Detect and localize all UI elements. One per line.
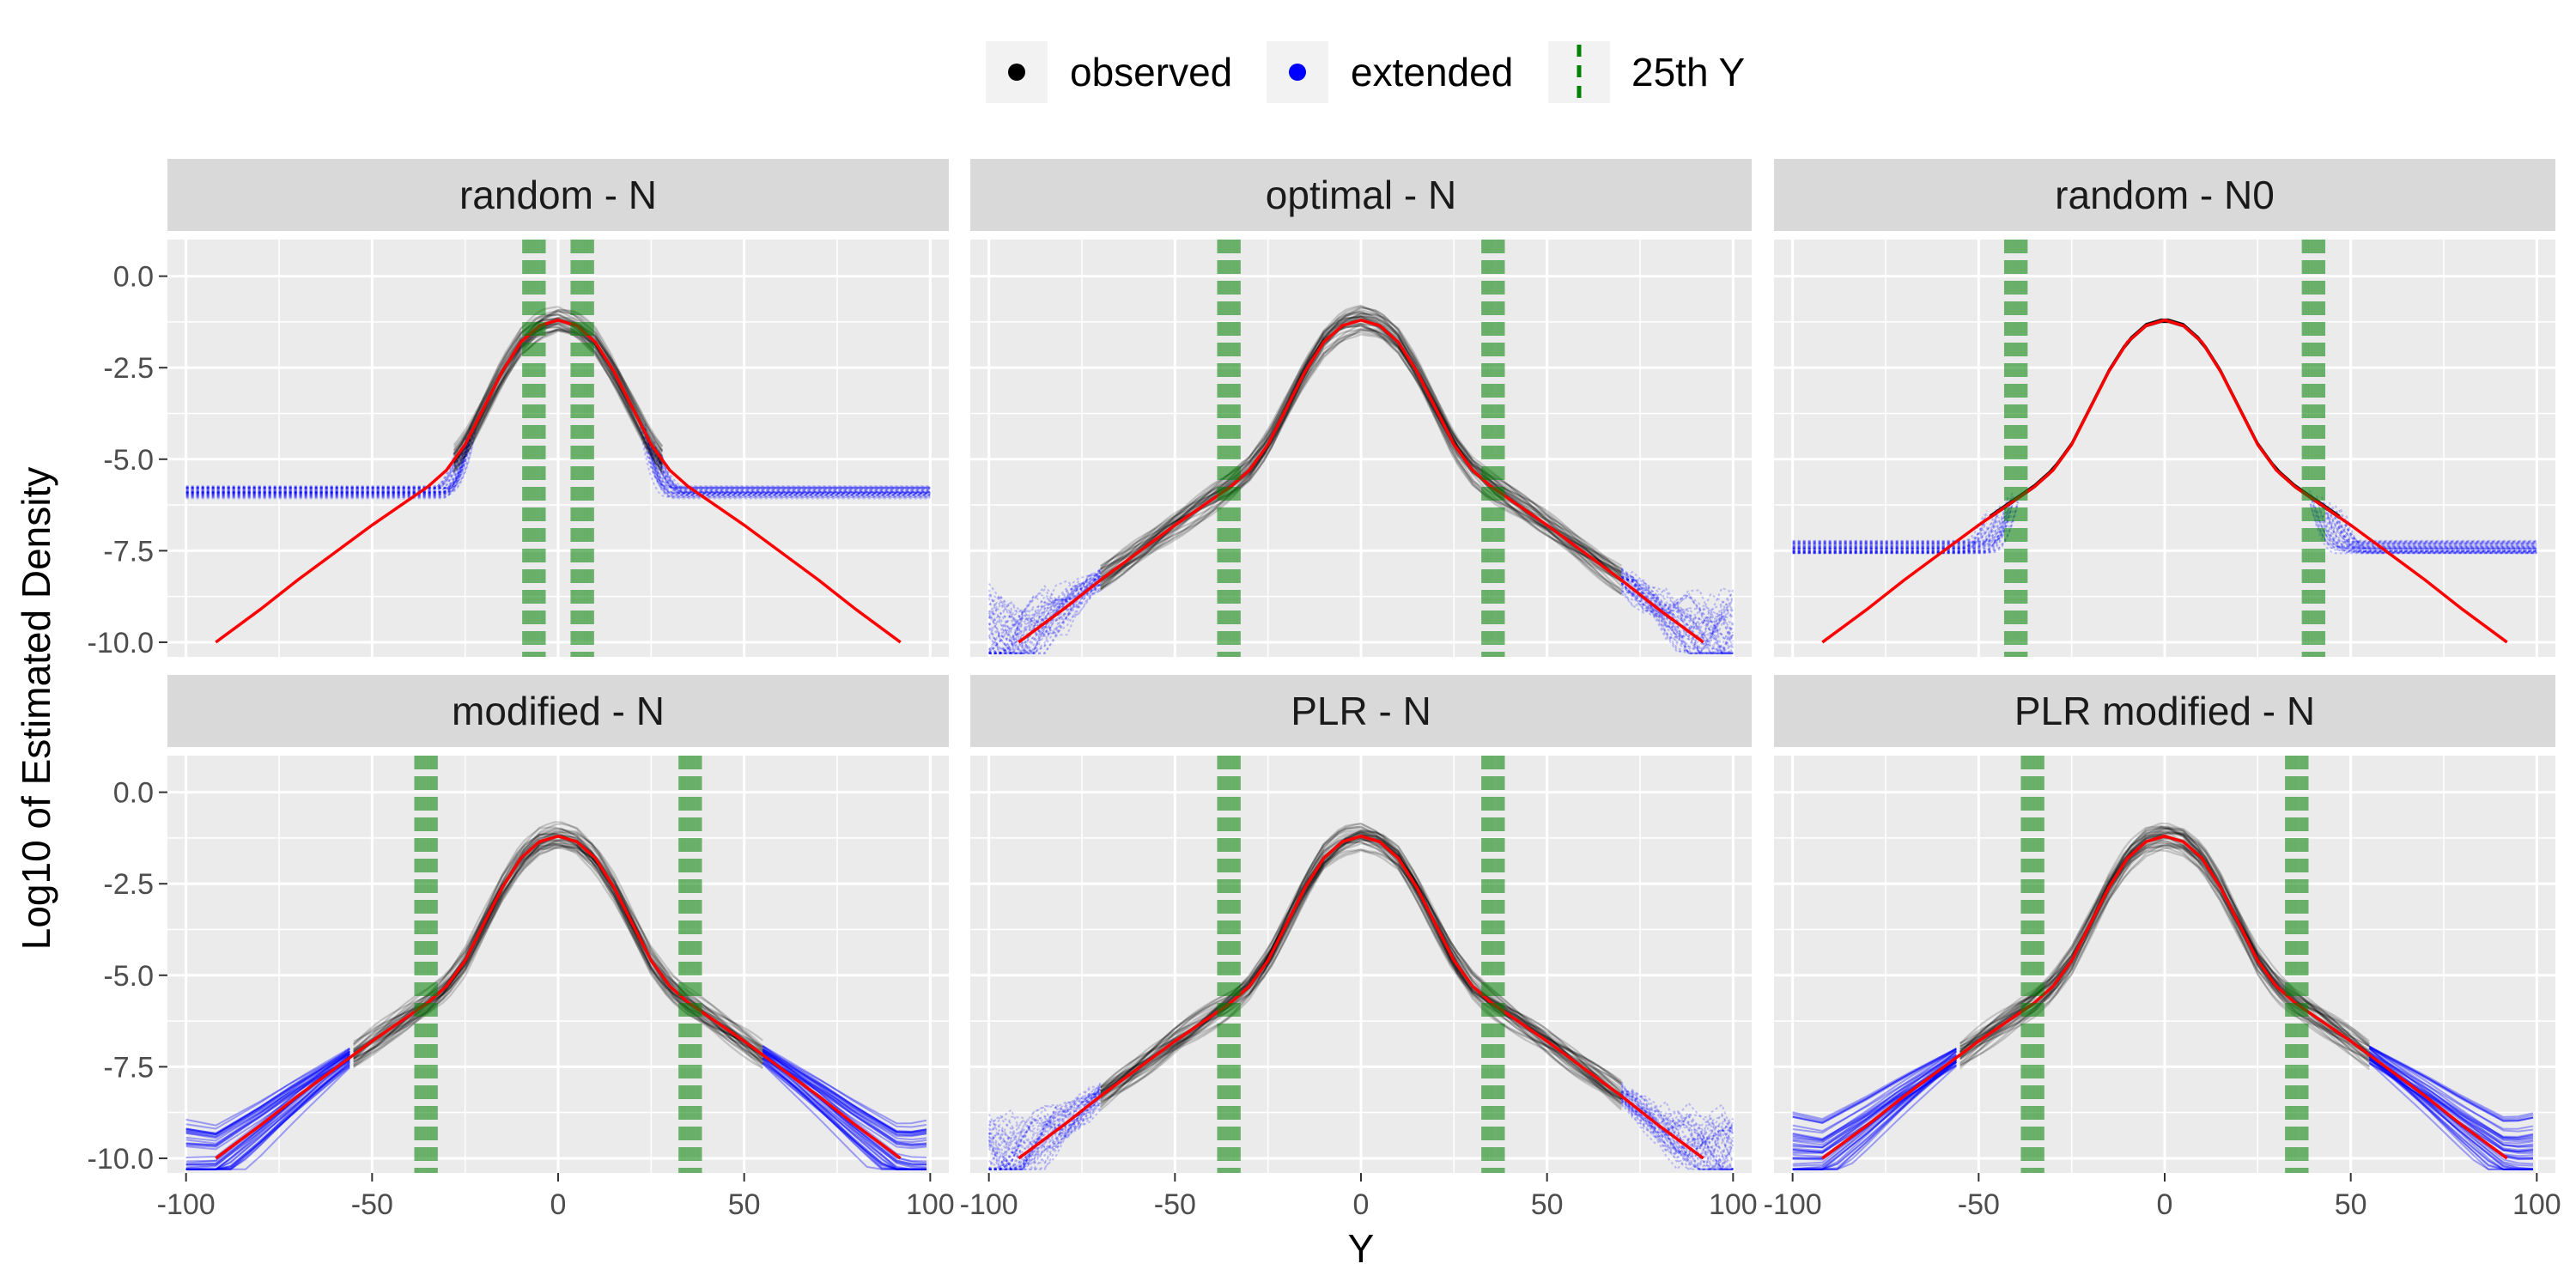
panel-title: random - N — [459, 173, 657, 217]
y-tick-label: -10.0 — [88, 1143, 155, 1176]
x-tick-label: -100 — [1764, 1188, 1822, 1221]
legend-point-0 — [1008, 64, 1025, 81]
x-tick-label: 0 — [2157, 1188, 2173, 1221]
y-axis-title: Log10 of Estimated Density — [14, 467, 58, 951]
faceted-density-chart: observed extended 25th Y random - N optimal… — [0, 0, 2576, 1288]
x-tick-label: 50 — [728, 1188, 761, 1221]
panel-title: random - N0 — [2055, 173, 2275, 217]
legend-label-1: extended — [1351, 50, 1513, 94]
panel-2: random - N0 — [1774, 159, 2555, 657]
facet-panels: random - N optimal - N random - N0 modified… — [167, 159, 2555, 1173]
x-tick-label: 50 — [2335, 1188, 2367, 1221]
y-tick-label: -7.5 — [103, 535, 154, 568]
y-tick-label: 0.0 — [113, 261, 154, 294]
panel-title: optimal - N — [1266, 173, 1456, 217]
y-tick-label: -5.0 — [103, 444, 154, 477]
legend-point-1 — [1289, 64, 1306, 81]
x-tick-label: -50 — [1958, 1188, 2000, 1221]
x-tick-label: -100 — [157, 1188, 216, 1221]
legend-label-2: 25th Y — [1631, 50, 1745, 94]
legend-label-0: observed — [1070, 50, 1232, 94]
y-tick-label: -2.5 — [103, 868, 154, 901]
x-tick-label: -50 — [351, 1188, 393, 1221]
x-tick-label: 100 — [1709, 1188, 1758, 1221]
x-tick-label: 0 — [550, 1188, 567, 1221]
panel-5: PLR modified - N — [1774, 675, 2555, 1173]
y-tick-label: -7.5 — [103, 1051, 154, 1084]
x-tick-label: 100 — [2512, 1188, 2561, 1221]
panel-0: random - N — [167, 159, 949, 657]
x-tick-label: 50 — [1531, 1188, 1564, 1221]
y-tick-label: 0.0 — [113, 777, 154, 810]
y-tick-label: -10.0 — [88, 627, 155, 659]
legend: observed extended 25th Y — [986, 41, 1745, 103]
panel-title: PLR modified - N — [2014, 689, 2315, 733]
x-axis-title: Y — [1348, 1226, 1375, 1271]
panel-4: PLR - N — [970, 675, 1752, 1173]
x-tick-label: -50 — [1154, 1188, 1196, 1221]
y-tick-label: -5.0 — [103, 960, 154, 993]
x-tick-label: 100 — [906, 1188, 955, 1221]
panel-title: PLR - N — [1291, 689, 1431, 733]
panel-title: modified - N — [452, 689, 665, 733]
x-tick-label: -100 — [960, 1188, 1018, 1221]
panel-1: optimal - N — [970, 159, 1752, 657]
y-tick-label: -2.5 — [103, 352, 154, 385]
x-tick-label: 0 — [1353, 1188, 1370, 1221]
panel-3: modified - N — [167, 675, 949, 1173]
